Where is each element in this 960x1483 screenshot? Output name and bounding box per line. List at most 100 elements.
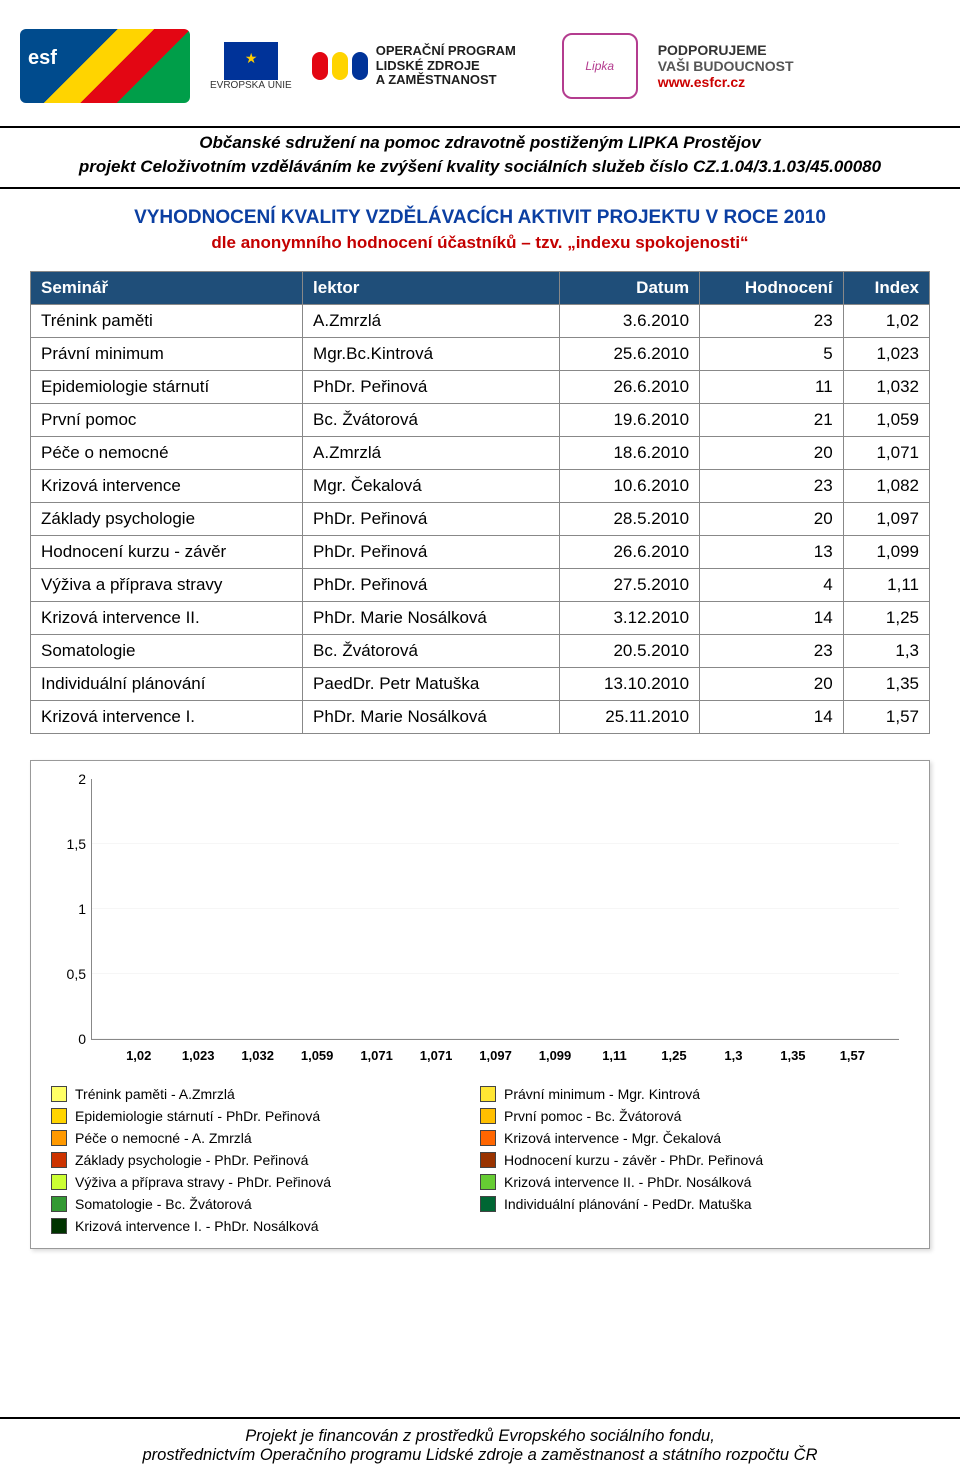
op-line1: OPERAČNÍ PROGRAM xyxy=(376,44,516,59)
table-header-row: SeminářlektorDatumHodnoceníIndex xyxy=(31,271,930,304)
bar-label: 1,25 xyxy=(661,1048,686,1063)
legend-item: Základy psychologie - PhDr. Peřinová xyxy=(51,1152,480,1168)
bar-label: 1,097 xyxy=(479,1048,512,1063)
esf-logo xyxy=(20,29,190,103)
cell: První pomoc xyxy=(31,403,303,436)
table-row: Krizová intervence II.PhDr. Marie Nosálk… xyxy=(31,601,930,634)
table-row: SomatologieBc. Žvátorová20.5.2010231,3 xyxy=(31,634,930,667)
legend-swatch xyxy=(51,1086,67,1102)
logo-strip: EVROPSKÁ UNIE OPERAČNÍ PROGRAM LIDSKÉ ZD… xyxy=(0,0,960,120)
legend-swatch xyxy=(51,1152,67,1168)
table-row: První pomocBc. Žvátorová19.6.2010211,059 xyxy=(31,403,930,436)
legend-swatch xyxy=(480,1130,496,1146)
cell: 23 xyxy=(700,304,844,337)
cell: 1,059 xyxy=(843,403,929,436)
bar-label: 1,3 xyxy=(724,1048,742,1063)
lipka-logo: Lipka xyxy=(562,33,638,99)
y-axis-label: 0 xyxy=(56,1031,86,1047)
cell: 21 xyxy=(700,403,844,436)
y-axis-label: 2 xyxy=(56,771,86,787)
cell: PhDr. Peřinová xyxy=(303,502,560,535)
legend-swatch xyxy=(480,1152,496,1168)
bar-label: 1,35 xyxy=(780,1048,805,1063)
legend-swatch xyxy=(480,1174,496,1190)
legend-item: Krizová intervence II. - PhDr. Nosálková xyxy=(480,1174,909,1190)
legend-item: Epidemiologie stárnutí - PhDr. Peřinová xyxy=(51,1108,480,1124)
cell: 20 xyxy=(700,667,844,700)
legend-item: Individuální plánování - PedDr. Matuška xyxy=(480,1196,909,1212)
cell: 27.5.2010 xyxy=(560,568,700,601)
cell: PhDr. Marie Nosálková xyxy=(303,700,560,733)
cell: PhDr. Peřinová xyxy=(303,535,560,568)
support-block: PODPORUJEME VAŠI BUDOUCNOST www.esfcr.cz xyxy=(658,42,794,90)
cell: 18.6.2010 xyxy=(560,436,700,469)
bar-label: 1,57 xyxy=(840,1048,865,1063)
bar-label: 1,099 xyxy=(539,1048,572,1063)
eu-flag-box: EVROPSKÁ UNIE xyxy=(210,42,292,91)
support-l2: VAŠI BUDOUCNOST xyxy=(658,58,794,74)
legend-item: První pomoc - Bc. Žvátorová xyxy=(480,1108,909,1124)
legend-swatch xyxy=(51,1174,67,1190)
col-1: lektor xyxy=(303,271,560,304)
cell: 3.12.2010 xyxy=(560,601,700,634)
cell: 1,3 xyxy=(843,634,929,667)
legend-label: Krizová intervence - Mgr. Čekalová xyxy=(504,1130,721,1146)
table-row: Krizová intervenceMgr. Čekalová10.6.2010… xyxy=(31,469,930,502)
cell: 20 xyxy=(700,502,844,535)
cell: 26.6.2010 xyxy=(560,535,700,568)
legend-item: Hodnocení kurzu - závěr - PhDr. Peřinová xyxy=(480,1152,909,1168)
col-0: Seminář xyxy=(31,271,303,304)
cell: PhDr. Peřinová xyxy=(303,370,560,403)
cell: 4 xyxy=(700,568,844,601)
cell: 13 xyxy=(700,535,844,568)
cell: 1,082 xyxy=(843,469,929,502)
chart-area: 1,021,0231,0321,0591,0711,0711,0971,0991… xyxy=(91,779,899,1040)
table-row: Trénink pamětiA.Zmrzlá3.6.2010231,02 xyxy=(31,304,930,337)
cell: 1,02 xyxy=(843,304,929,337)
cell: PhDr. Marie Nosálková xyxy=(303,601,560,634)
cell: 13.10.2010 xyxy=(560,667,700,700)
cell: Výživa a příprava stravy xyxy=(31,568,303,601)
project-line: projekt Celoživotním vzděláváním ke zvýš… xyxy=(0,157,960,189)
cell: Základy psychologie xyxy=(31,502,303,535)
table-row: Epidemiologie stárnutíPhDr. Peřinová26.6… xyxy=(31,370,930,403)
cell: 10.6.2010 xyxy=(560,469,700,502)
cell: 28.5.2010 xyxy=(560,502,700,535)
table-row: Výživa a příprava stravyPhDr. Peřinová27… xyxy=(31,568,930,601)
legend-label: První pomoc - Bc. Žvátorová xyxy=(504,1108,681,1124)
op-line3: A ZAMĚSTNANOST xyxy=(376,73,516,88)
cell: 19.6.2010 xyxy=(560,403,700,436)
legend-label: Právní minimum - Mgr. Kintrová xyxy=(504,1086,700,1102)
col-2: Datum xyxy=(560,271,700,304)
footer-line2: prostřednictvím Operačního programu Lids… xyxy=(30,1446,930,1465)
legend-item: Krizová intervence I. - PhDr. Nosálková xyxy=(51,1218,480,1234)
legend-label: Péče o nemocné - A. Zmrzlá xyxy=(75,1130,252,1146)
cell: A.Zmrzlá xyxy=(303,304,560,337)
table-row: Individuální plánováníPaedDr. Petr Matuš… xyxy=(31,667,930,700)
op-trio-icon xyxy=(312,52,368,80)
bar-label: 1,071 xyxy=(420,1048,453,1063)
legend-item: Krizová intervence - Mgr. Čekalová xyxy=(480,1130,909,1146)
org-line: Občanské sdružení na pomoc zdravotně pos… xyxy=(0,126,960,157)
chart-container: 1,021,0231,0321,0591,0711,0711,0971,0991… xyxy=(30,760,930,1249)
cell: 1,032 xyxy=(843,370,929,403)
legend-label: Základy psychologie - PhDr. Peřinová xyxy=(75,1152,308,1168)
legend-label: Individuální plánování - PedDr. Matuška xyxy=(504,1196,751,1212)
esf-logo-icon xyxy=(20,29,190,103)
cell: 25.6.2010 xyxy=(560,337,700,370)
op-text: OPERAČNÍ PROGRAM LIDSKÉ ZDROJE A ZAMĚSTN… xyxy=(376,44,516,89)
support-l1: PODPORUJEME xyxy=(658,42,767,58)
legend-swatch xyxy=(51,1196,67,1212)
op-line2: LIDSKÉ ZDROJE xyxy=(376,59,516,74)
cell: 20 xyxy=(700,436,844,469)
legend-swatch xyxy=(51,1218,67,1234)
page-title: VYHODNOCENÍ KVALITY VZDĚLÁVACÍCH AKTIVIT… xyxy=(30,207,930,229)
legend-swatch xyxy=(51,1130,67,1146)
cell: Právní minimum xyxy=(31,337,303,370)
cell: 23 xyxy=(700,469,844,502)
cell: 5 xyxy=(700,337,844,370)
bar-label: 1,11 xyxy=(602,1048,627,1063)
col-3: Hodnocení xyxy=(700,271,844,304)
table-row: Hodnocení kurzu - závěrPhDr. Peřinová26.… xyxy=(31,535,930,568)
y-axis-label: 0,5 xyxy=(56,966,86,982)
